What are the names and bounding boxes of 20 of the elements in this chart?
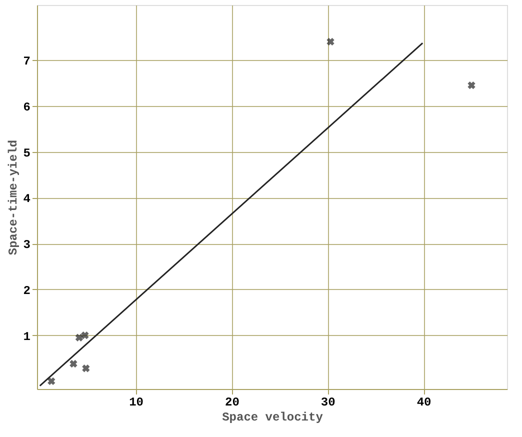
- point: [75, 334, 84, 342]
- point: [81, 331, 89, 340]
- point: [70, 360, 78, 368]
- x-tick-label: 40: [416, 396, 432, 410]
- y-tick-label: 1: [23, 330, 30, 344]
- y-tick-label: 3: [23, 238, 30, 252]
- y-tick-label: 7: [23, 54, 30, 69]
- point: [48, 377, 56, 386]
- y-tick-label: 4: [23, 192, 30, 206]
- y-tick-label: 5: [23, 146, 30, 160]
- y-tick-label: 2: [23, 284, 30, 298]
- point: [82, 364, 90, 372]
- x-axis-title: Space velocity: [222, 410, 323, 424]
- y-axis-title: Space-time-yield: [6, 140, 20, 256]
- y-tick-label: 6: [23, 100, 30, 114]
- x-tick-label: 30: [320, 396, 336, 410]
- point: [468, 81, 476, 90]
- x-tick-label: 20: [225, 396, 240, 410]
- x-tick-label: 10: [129, 396, 144, 410]
- point: [326, 38, 334, 46]
